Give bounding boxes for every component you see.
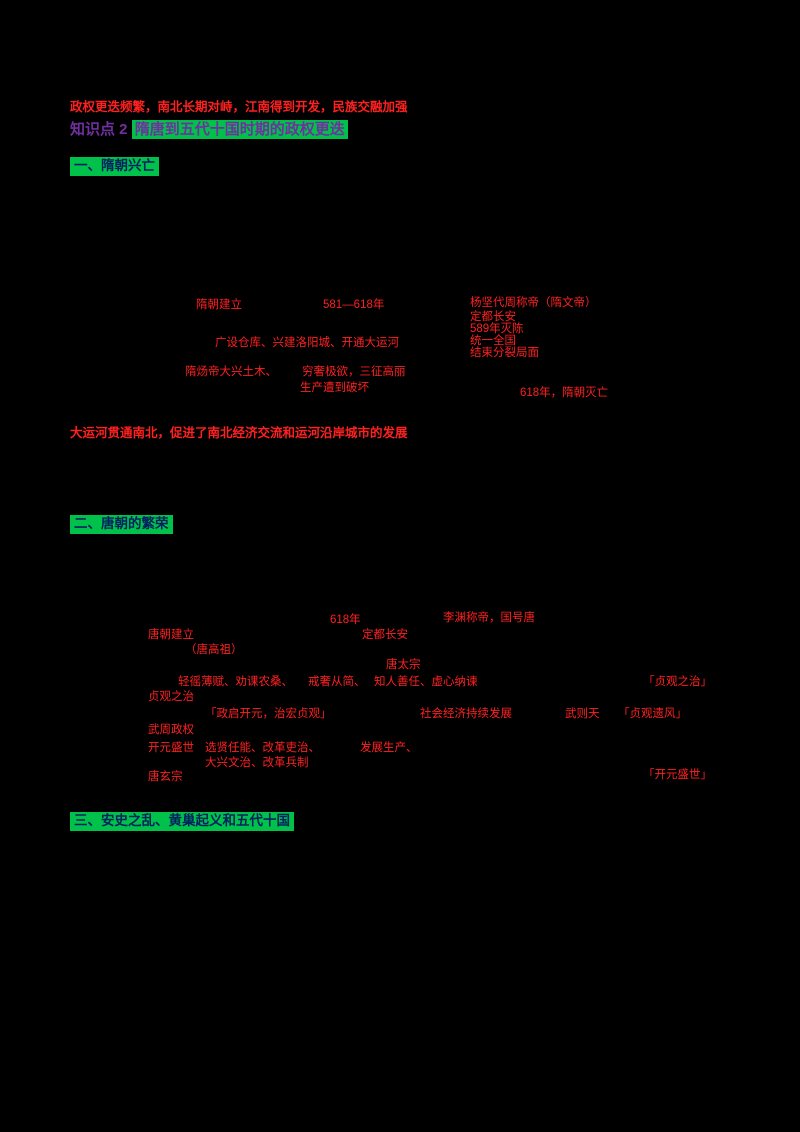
- d1-node-unification: 统一全国: [470, 335, 516, 347]
- d1-node-sui-fall: 618年，隋朝灭亡: [520, 387, 609, 399]
- d2-node-economy-growth: 社会经济持续发展: [420, 708, 512, 720]
- d1-node-construction: 广设仓库、兴建洛阳城、开通大运河: [215, 337, 399, 349]
- d2-node-zhenguan-era-label: 「贞观之治」: [643, 676, 712, 688]
- canal-summary-text: 大运河贯通南北，促进了南北经济交流和运河沿岸城市的发展: [70, 426, 408, 440]
- d2-node-liyuan-emperor: 李渊称帝，国号唐: [443, 612, 535, 624]
- d2-node-kaiyuan-era-label: 「开元盛世」: [643, 769, 712, 781]
- d2-node-tang-founding: 唐朝建立: [148, 629, 194, 641]
- d1-node-yangdi-projects: 隋炀帝大兴土木、: [185, 366, 277, 378]
- d1-node-years: 581—618年: [323, 299, 385, 311]
- d2-node-capital-changan: 定都长安: [362, 629, 408, 641]
- d1-node-production-damage: 生产遭到破坏: [300, 382, 369, 394]
- knowledge-point-heading: 知识点 2 隋唐到五代十国时期的政权更迭: [70, 120, 348, 140]
- d2-node-zhenguan-rule: 贞观之治: [148, 691, 194, 703]
- d2-node-wuzhou-regime: 武周政权: [148, 724, 194, 736]
- d2-node-taizong: 唐太宗: [386, 659, 421, 671]
- d2-node-zhenguan-legacy: 「贞观遗风」: [618, 708, 687, 720]
- section-1-heading: 一、隋朝兴亡: [70, 157, 159, 176]
- d1-node-yangdi-excess: 穷奢极欲，三征高丽: [302, 366, 406, 378]
- section-2-heading: 二、唐朝的繁荣: [70, 515, 173, 534]
- d1-node-conquest: 589年灭陈: [470, 323, 524, 335]
- d2-node-light-taxes: 轻徭薄赋、劝课农桑、: [178, 676, 293, 688]
- d1-node-sui-founding: 隋朝建立: [196, 299, 242, 311]
- d2-node-develop-production: 发展生产、: [360, 742, 418, 754]
- d1-node-capital: 定都长安: [470, 311, 516, 323]
- d2-node-wuzetian: 武则天: [565, 708, 600, 720]
- intro-summary-text: 政权更迭频繁，南北长期对峙，江南得到开发，民族交融加强: [70, 100, 408, 114]
- d2-node-zhengqi-kaiyuan: 「政启开元，治宏贞观」: [205, 708, 332, 720]
- d2-node-frugality: 戒奢从简、: [308, 676, 366, 688]
- d2-node-year-618: 618年: [330, 614, 361, 626]
- knowledge-point-number: 知识点 2: [70, 121, 128, 138]
- d2-node-select-talent: 选贤任能、改革吏治、: [205, 742, 320, 754]
- d1-node-end-division: 结束分裂局面: [470, 347, 539, 359]
- d2-node-good-counsel: 知人善任、虚心纳谏: [374, 676, 478, 688]
- d2-node-culture-military: 大兴文治、改革兵制: [205, 757, 309, 769]
- d2-node-xuanzong: 唐玄宗: [148, 771, 183, 783]
- section-3-heading: 三、安史之乱、黄巢起义和五代十国: [70, 812, 294, 831]
- d2-node-gaozu: （唐高祖）: [185, 644, 243, 656]
- d2-node-kaiyuan-label: 开元盛世: [148, 742, 194, 754]
- knowledge-point-title: 隋唐到五代十国时期的政权更迭: [131, 120, 348, 139]
- d1-node-founder: 杨坚代周称帝（隋文帝）: [470, 297, 597, 309]
